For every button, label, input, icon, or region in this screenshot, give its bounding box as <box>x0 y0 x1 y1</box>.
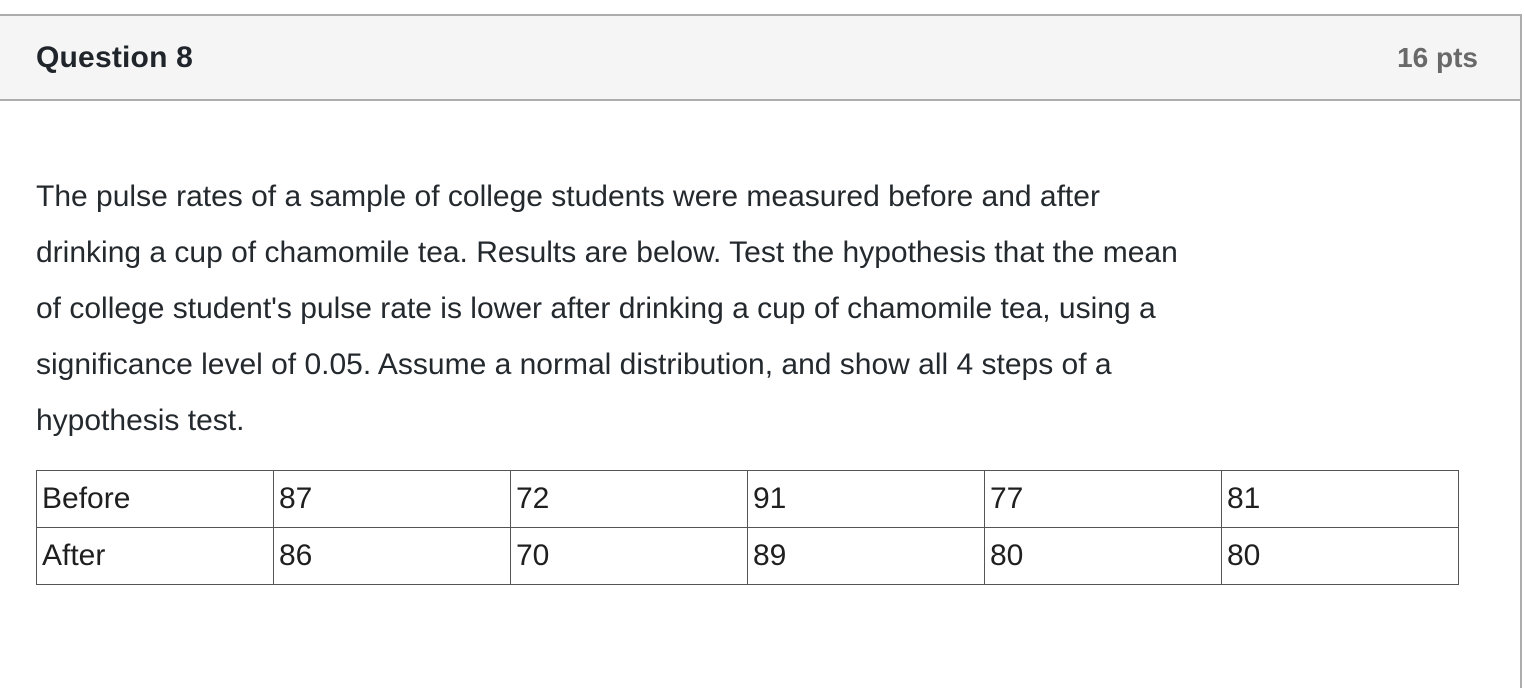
question-text-line: The pulse rates of a sample of college s… <box>36 180 1100 213</box>
card-top-border <box>0 14 1522 16</box>
question-points-badge: 16 pts <box>1397 41 1478 73</box>
table-cell: 87 <box>273 470 511 528</box>
pulse-rate-table: Before 87 72 91 77 81 After 86 70 89 80 … <box>36 470 1459 585</box>
table-cell: 86 <box>273 527 511 585</box>
question-header: Question 8 16 pts <box>0 16 1520 101</box>
table-cell: 72 <box>510 470 748 528</box>
table-cell: 80 <box>1221 527 1459 585</box>
table-row-after: After 86 70 89 80 80 <box>36 527 1459 585</box>
table-cell: 81 <box>1221 470 1459 528</box>
question-title: Question 8 <box>36 40 194 74</box>
row-label-before: Before <box>36 470 274 528</box>
question-text-line: drinking a cup of chamomile tea. Results… <box>36 236 1178 269</box>
card-right-border <box>1520 14 1522 688</box>
table-cell: 80 <box>984 527 1222 585</box>
question-text-line: significance level of 0.05. Assume a nor… <box>36 348 1112 381</box>
table-cell: 89 <box>747 527 985 585</box>
table-cell: 77 <box>984 470 1222 528</box>
question-text-line: hypothesis test. <box>36 404 245 437</box>
table-cell: 70 <box>510 527 748 585</box>
question-text: The pulse rates of a sample of college s… <box>36 169 1476 449</box>
table-row-before: Before 87 72 91 77 81 <box>36 470 1459 528</box>
row-label-after: After <box>36 527 274 585</box>
question-text-line: of college student's pulse rate is lower… <box>36 292 1156 325</box>
table-cell: 91 <box>747 470 985 528</box>
